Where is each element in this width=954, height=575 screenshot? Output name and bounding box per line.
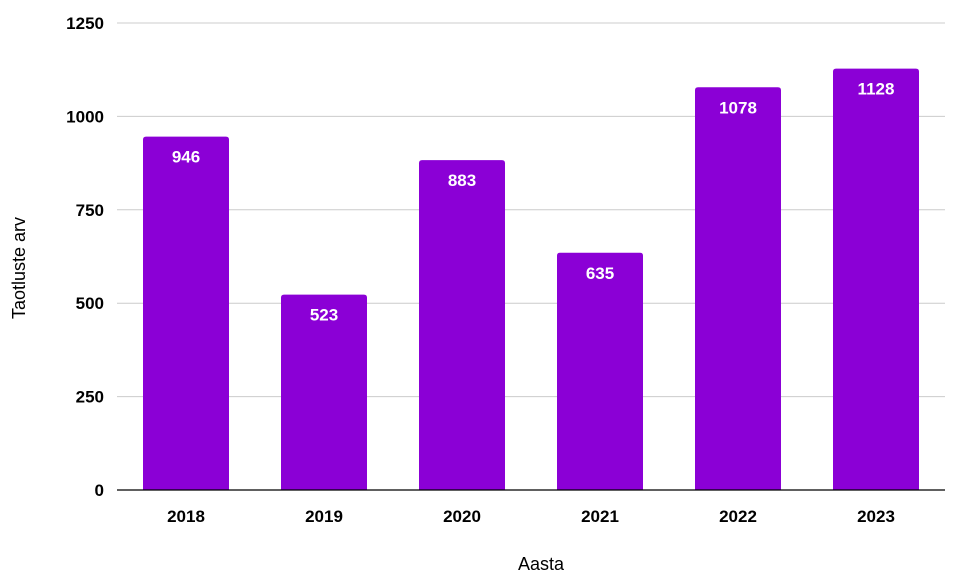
bar-2020 (419, 160, 505, 490)
bars (143, 68, 919, 491)
data-label-2020: 883 (448, 171, 476, 190)
data-label-2021: 635 (586, 264, 614, 283)
y-tick-label: 500 (76, 294, 104, 313)
y-tick-label: 750 (76, 201, 104, 220)
bar-2022 (695, 87, 781, 490)
x-tick-label: 2023 (857, 507, 895, 526)
y-tick-label: 0 (95, 481, 104, 500)
y-tick-label: 1000 (66, 107, 104, 126)
y-axis-title: Taotluste arv (9, 217, 29, 319)
data-label-2023: 1128 (858, 80, 895, 99)
data-label-2019: 523 (310, 306, 338, 325)
data-label-2018: 946 (172, 148, 200, 167)
x-tick-label: 2022 (719, 507, 757, 526)
gridlines (117, 22, 945, 398)
bar-2021 (557, 252, 643, 490)
x-axis-title: Aasta (518, 554, 565, 574)
bar-2019 (281, 294, 367, 490)
x-tick-label: 2018 (167, 507, 205, 526)
x-tick-label: 2021 (581, 507, 619, 526)
x-tick-label: 2020 (443, 507, 481, 526)
data-labels: 946 523 883 635 1078 1128 (172, 80, 895, 325)
bar-2023 (833, 68, 919, 491)
bar-2018 (143, 136, 229, 490)
x-tick-label: 2019 (305, 507, 343, 526)
y-tick-label: 1250 (66, 14, 104, 33)
y-axis-ticks: 0 250 500 750 1000 1250 (66, 14, 104, 500)
data-label-2022: 1078 (719, 98, 757, 117)
x-axis-ticks: 2018 2019 2020 2021 2022 2023 (167, 507, 895, 526)
y-tick-label: 250 (76, 388, 104, 407)
